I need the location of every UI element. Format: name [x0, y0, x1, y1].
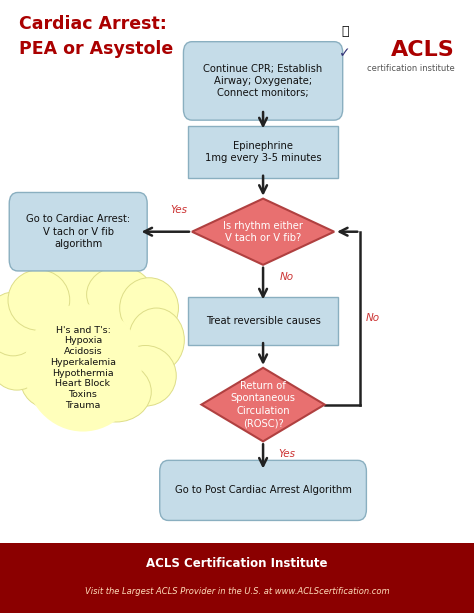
Text: Visit the Largest ACLS Provider in the U.S. at www.ACLScertification.com: Visit the Largest ACLS Provider in the U…	[85, 587, 389, 596]
FancyBboxPatch shape	[188, 126, 338, 178]
Ellipse shape	[52, 355, 114, 413]
FancyBboxPatch shape	[0, 543, 474, 613]
Text: Is rhythm either
V tach or V fib?: Is rhythm either V tach or V fib?	[223, 221, 303, 243]
Text: H's and T's:
Hypoxia
Acidosis
Hyperkalemia
Hypothermia
Heart Block
Toxins
Trauma: H's and T's: Hypoxia Acidosis Hyperkalem…	[50, 326, 116, 410]
Text: Continue CPR; Establish
Airway; Oxygenate;
Connect monitors;: Continue CPR; Establish Airway; Oxygenat…	[203, 64, 323, 98]
Ellipse shape	[87, 267, 153, 322]
Text: Cardiac Arrest:: Cardiac Arrest:	[19, 15, 167, 33]
Text: ACLS: ACLS	[392, 40, 455, 60]
Text: Yes: Yes	[170, 205, 187, 215]
Text: Go to Post Cardiac Arrest Algorithm: Go to Post Cardiac Arrest Algorithm	[174, 485, 352, 495]
Text: Return of
Spontaneous
Circulation
(ROSC)?: Return of Spontaneous Circulation (ROSC)…	[230, 381, 296, 428]
FancyBboxPatch shape	[9, 192, 147, 271]
Ellipse shape	[119, 278, 178, 338]
Ellipse shape	[43, 256, 123, 320]
Text: ACLS Certification Institute: ACLS Certification Institute	[146, 557, 328, 570]
Text: Epinephrine
1mg every 3-5 minutes: Epinephrine 1mg every 3-5 minutes	[205, 141, 321, 163]
Ellipse shape	[0, 292, 41, 356]
Ellipse shape	[81, 362, 151, 422]
Text: Treat reversible causes: Treat reversible causes	[206, 316, 320, 326]
Text: 🔥: 🔥	[341, 25, 349, 37]
Text: No: No	[280, 272, 294, 282]
Text: PEA or Asystole: PEA or Asystole	[19, 40, 173, 58]
Text: Yes: Yes	[278, 449, 295, 459]
FancyBboxPatch shape	[188, 297, 338, 345]
Text: Go to Cardiac Arrest:
V tach or V fib
algorithm: Go to Cardiac Arrest: V tach or V fib al…	[26, 215, 130, 249]
Ellipse shape	[8, 270, 70, 330]
Ellipse shape	[20, 351, 79, 408]
Ellipse shape	[0, 330, 45, 390]
Ellipse shape	[115, 346, 176, 406]
FancyBboxPatch shape	[183, 42, 343, 120]
Text: No: No	[366, 313, 380, 323]
Ellipse shape	[128, 308, 184, 372]
FancyBboxPatch shape	[160, 460, 366, 520]
Ellipse shape	[24, 304, 142, 432]
Text: certification institute: certification institute	[367, 64, 455, 74]
Polygon shape	[201, 368, 325, 441]
Text: ✓: ✓	[339, 46, 351, 60]
Polygon shape	[192, 199, 334, 265]
